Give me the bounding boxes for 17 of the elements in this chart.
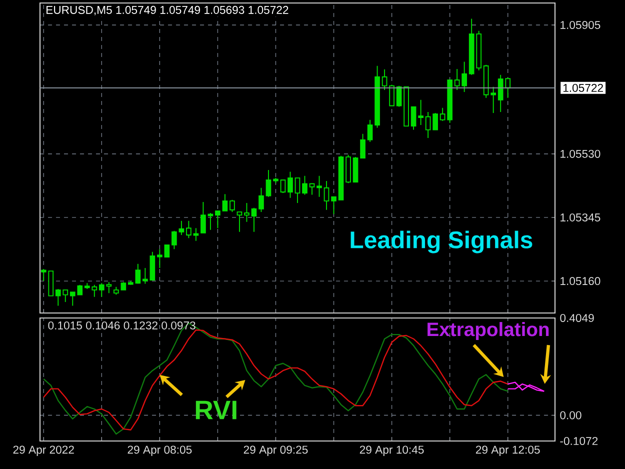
x-tick-label: 29 Apr 08:05 xyxy=(128,446,192,456)
x-tick-label: 29 Apr 2022 xyxy=(13,446,74,456)
x-tick-label: 29 Apr 12:05 xyxy=(476,446,540,456)
chart-title: EURUSD,M5 1.05749 1.05749 1.05693 1.05722 xyxy=(46,6,288,16)
annotation: Extrapolation xyxy=(428,322,549,340)
y-tick-label: 0.00 xyxy=(560,411,582,420)
y-tick-label: 0.4049 xyxy=(560,314,594,322)
annotation: Leading Signals xyxy=(350,230,532,254)
y-tick-label: 1.05905 xyxy=(560,20,600,29)
annotation: RVI xyxy=(196,400,236,420)
y-tick-label: 1.05160 xyxy=(560,277,600,286)
ref-line-label: 1.05722 xyxy=(563,84,603,92)
x-tick-label: 29 Apr 10:45 xyxy=(360,446,424,456)
y-tick-label: 1.05345 xyxy=(560,213,600,222)
x-tick-label: 29 Apr 09:25 xyxy=(244,446,308,456)
y-tick-label: 1.05530 xyxy=(560,150,600,158)
y-tick-label: -0.1072 xyxy=(560,436,598,446)
